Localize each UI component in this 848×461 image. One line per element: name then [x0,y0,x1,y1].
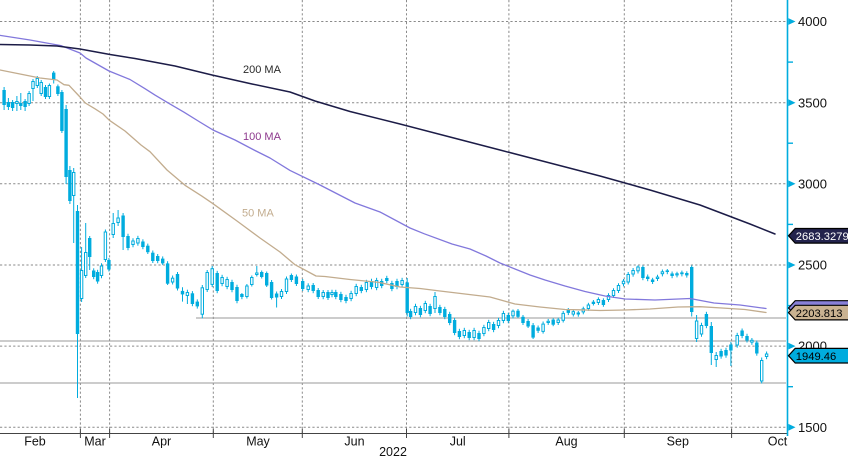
svg-text:2500: 2500 [798,258,827,273]
svg-text:Apr: Apr [152,435,171,449]
svg-text:2683.3279: 2683.3279 [796,231,848,243]
svg-text:May: May [246,435,270,449]
svg-text:1949.46: 1949.46 [796,351,836,363]
svg-text:3000: 3000 [798,176,827,191]
svg-text:Oct: Oct [768,435,788,449]
svg-text:Jul: Jul [450,435,466,449]
svg-text:100 MA: 100 MA [243,131,282,143]
svg-text:2022: 2022 [379,445,407,459]
svg-text:Jun: Jun [344,435,364,449]
svg-text:Feb: Feb [24,435,46,449]
svg-text:4000: 4000 [798,14,827,29]
svg-text:Aug: Aug [555,435,577,449]
svg-text:3500: 3500 [798,95,827,110]
svg-text:1500: 1500 [798,420,827,435]
svg-text:2203.813: 2203.813 [796,308,843,320]
svg-text:50 MA: 50 MA [242,208,274,220]
svg-text:200 MA: 200 MA [243,64,282,76]
svg-text:Mar: Mar [84,435,106,449]
svg-text:Sep: Sep [667,435,689,449]
